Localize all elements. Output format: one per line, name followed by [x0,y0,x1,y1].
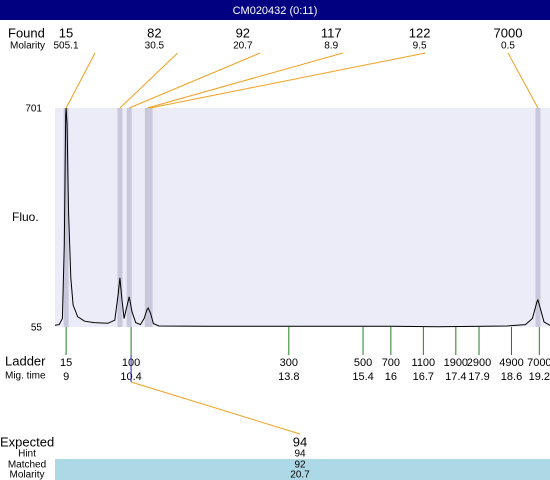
found-molarity: 0.5 [501,41,515,52]
expected-value: 94 [293,434,307,449]
ladder-mig-time: 18.6 [501,371,522,383]
found-size: 7000 [494,25,523,40]
matched-label: Matched [8,460,46,471]
y-axis-label: Fluo. [12,210,39,224]
peak-band [117,108,123,327]
peak-band [147,108,153,327]
title-bar [0,0,550,20]
found-molarity: 30.5 [145,41,165,52]
ladder-mig-time: 17.4 [445,371,466,383]
y-tick-label: 701 [25,104,42,115]
peak-band [63,108,69,327]
ladder-mig-time: 13.8 [278,371,299,383]
molarity-label: Molarity [10,41,45,52]
found-size: 15 [59,25,73,40]
ladder-mig-time: 16.7 [413,371,434,383]
ladder-size: 7000 [527,357,550,369]
plot-area [55,108,550,327]
matched-band [55,459,550,480]
ladder-mig-time: 9 [63,371,69,383]
ladder-label: Ladder [5,353,46,368]
ladder-mig-time: 17.9 [468,371,489,383]
mig-time-label: Mig. time [5,371,46,382]
peak-connector [119,52,178,109]
peak-band [126,108,132,327]
ladder-mig-time: 16 [385,371,397,383]
ladder-size: 500 [354,357,372,369]
ladder-size: 300 [280,357,298,369]
ladder-size: 1100 [412,357,436,369]
molarity-value: 20.7 [290,470,310,480]
ladder-size: 2900 [467,357,491,369]
matched-value: 92 [294,460,306,471]
peak-connector [65,52,96,109]
ladder-mig-time: 15.4 [352,371,373,383]
ladder-size: 15 [60,357,72,369]
y-tick-label: 55 [31,323,43,334]
found-size: 122 [409,25,431,40]
found-label: Found [8,25,45,40]
found-size: 117 [321,25,342,40]
found-molarity: 505.1 [53,41,78,52]
expected-connector [130,381,301,435]
peak-connector [129,52,261,109]
found-molarity: 9.5 [413,41,427,52]
trace [54,107,550,328]
ladder-size: 1900 [444,357,468,369]
expected-label: Expected [0,434,54,449]
peak-connector [507,52,539,109]
title: CM020432 (0:11) [233,5,318,17]
found-molarity: 20.7 [233,41,253,52]
molarity-label: Molarity [9,470,44,480]
peak-connector [147,52,343,109]
ladder-mig-time: 19.2 [529,371,550,383]
hint-value: 94 [294,449,306,460]
found-size: 82 [147,25,161,40]
peak-connector [150,52,426,109]
peak-band [535,108,541,327]
peak-band [144,108,150,327]
found-molarity: 8.9 [324,41,338,52]
ladder-size: 4900 [499,357,523,369]
found-size: 92 [236,25,250,40]
hint-label: Hint [18,449,36,460]
ladder-size: 700 [382,357,400,369]
